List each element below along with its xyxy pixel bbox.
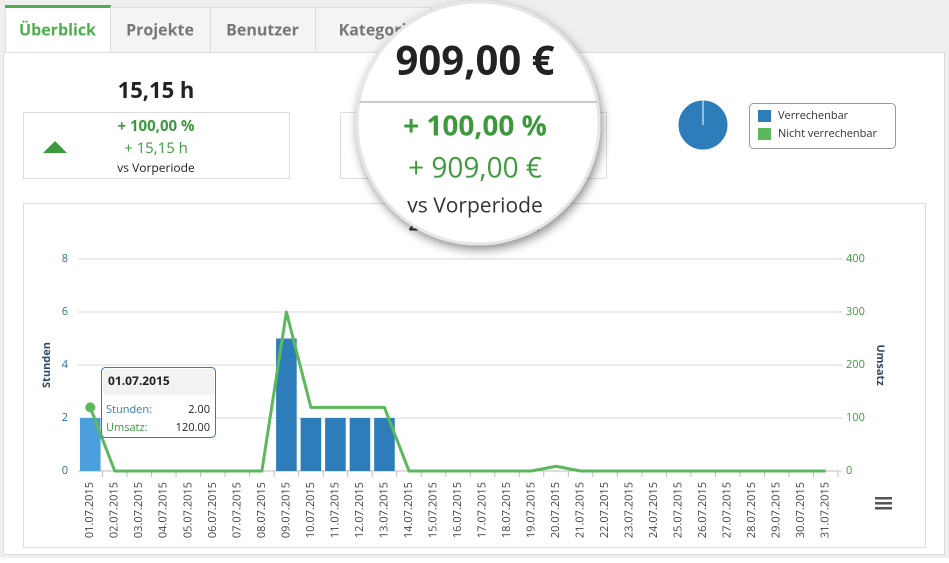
x-tick-label: 21.07.2015 bbox=[573, 482, 588, 538]
x-tick-label: 04.07.2015 bbox=[156, 482, 171, 538]
x-tick-label: 01.07.2015 bbox=[82, 482, 97, 538]
x-tick-label: 26.07.2015 bbox=[695, 482, 710, 538]
tooltip-header bbox=[103, 369, 214, 395]
x-tick-label: 27.07.2015 bbox=[720, 482, 735, 538]
tooltip-label: Stunden: bbox=[106, 402, 152, 417]
bar[interactable] bbox=[374, 418, 395, 471]
x-tick-label: 24.07.2015 bbox=[646, 482, 661, 538]
x-tick-label: 30.07.2015 bbox=[793, 482, 808, 538]
legend-label: Nicht verrechenbar bbox=[778, 126, 877, 141]
summary-change-abs: + 15,15 h bbox=[124, 138, 188, 158]
menu-bar bbox=[875, 507, 892, 510]
magnifier-compare: vs Vorperiode bbox=[407, 192, 543, 220]
tooltip-label: Umsatz: bbox=[106, 420, 148, 435]
y2-tick-label: 100 bbox=[846, 410, 865, 425]
bar[interactable] bbox=[276, 338, 297, 472]
summary-compare: vs Vorperiode bbox=[117, 159, 195, 176]
y-tick-label: 4 bbox=[62, 357, 69, 372]
x-tick-label: 12.07.2015 bbox=[352, 482, 367, 538]
summary-card: 15,15 h + 100,00 % + 15,15 h vs Vorperio… bbox=[23, 75, 290, 179]
x-tick-label: 05.07.2015 bbox=[180, 482, 195, 538]
x-tick-label: 29.07.2015 bbox=[769, 482, 784, 538]
tooltip: 01.07.2015 Stunden: 2.00 Umsatz: 120.00 bbox=[101, 367, 216, 438]
combo-chart: Zeit und Umsatz02468010020030040001.07.2… bbox=[39, 213, 888, 538]
legend-swatch bbox=[758, 128, 771, 140]
tab-label[interactable]: Projekte bbox=[126, 18, 194, 40]
y-tick-label: 2 bbox=[62, 410, 68, 425]
tab-bar: Überblick Projekte Benutzer Kategori bbox=[5, 5, 431, 53]
bar[interactable] bbox=[349, 418, 371, 471]
hover-marker bbox=[85, 402, 96, 413]
magnifier-lens bbox=[355, 0, 601, 246]
x-tick-label: 06.07.2015 bbox=[205, 482, 220, 538]
x-tick-label: 18.07.2015 bbox=[499, 482, 514, 538]
tooltip-title: 01.07.2015 bbox=[108, 372, 170, 389]
y2-tick-label: 0 bbox=[846, 463, 852, 478]
menu-icon[interactable] bbox=[875, 497, 892, 510]
bar[interactable] bbox=[325, 418, 346, 471]
legend-swatch bbox=[758, 110, 771, 122]
x-tick-label: 11.07.2015 bbox=[327, 482, 342, 538]
magnifier-change-pct: + 100,00 % bbox=[403, 106, 547, 144]
x-tick-label: 17.07.2015 bbox=[474, 482, 489, 538]
magnifier-change-abs: + 909,00 € bbox=[408, 148, 542, 186]
magnifier-total: 909,00 € bbox=[395, 32, 554, 87]
tab-indicator bbox=[5, 5, 111, 8]
x-tick-label: 19.07.2015 bbox=[523, 482, 538, 538]
y2-tick-label: 200 bbox=[846, 357, 865, 372]
summary-box bbox=[23, 112, 290, 179]
y2-tick-label: 400 bbox=[846, 251, 865, 266]
menu-bar bbox=[875, 497, 892, 500]
x-tick-label: 16.07.2015 bbox=[450, 482, 465, 538]
x-tick-label: 13.07.2015 bbox=[376, 482, 391, 538]
axis-title: Umsatz bbox=[873, 344, 888, 386]
x-tick-label: 23.07.2015 bbox=[622, 482, 637, 538]
x-tick-label: 02.07.2015 bbox=[107, 482, 122, 538]
legend-box bbox=[749, 103, 896, 149]
x-tick-label: 28.07.2015 bbox=[744, 482, 759, 538]
tab[interactable] bbox=[110, 7, 211, 53]
line bbox=[88, 310, 826, 473]
x-tick-label: 07.07.2015 bbox=[229, 482, 244, 538]
y2-tick-label: 300 bbox=[846, 304, 865, 319]
tooltip-value: 120.00 bbox=[176, 420, 210, 435]
tab[interactable] bbox=[210, 7, 316, 53]
x-tick-label: 08.07.2015 bbox=[254, 482, 269, 538]
x-tick-label: 22.07.2015 bbox=[597, 482, 612, 538]
legend-label: Verrechenbar bbox=[778, 108, 849, 123]
x-tick-label: 09.07.2015 bbox=[278, 482, 293, 538]
tab-label[interactable]: Überblick bbox=[19, 18, 96, 40]
summary-change-pct: + 100,00 % bbox=[117, 116, 195, 136]
tab-label[interactable]: Kategori bbox=[339, 18, 407, 40]
magnifier: 909,00 € + 100,00 % + 909,00 € vs Vorper… bbox=[355, 0, 601, 246]
y-tick-label: 8 bbox=[62, 251, 68, 266]
x-tick-label: 31.07.2015 bbox=[818, 482, 833, 538]
x-tick-label: 15.07.2015 bbox=[425, 482, 440, 538]
up-arrow bbox=[43, 141, 67, 153]
menu-bar bbox=[875, 502, 892, 505]
y-tick-label: 0 bbox=[62, 463, 68, 478]
x-tick-label: 03.07.2015 bbox=[131, 482, 146, 538]
x-tick-label: 14.07.2015 bbox=[401, 482, 416, 538]
tab-label[interactable]: Benutzer bbox=[226, 18, 299, 40]
y-tick-label: 6 bbox=[62, 304, 68, 319]
x-tick-label: 20.07.2015 bbox=[548, 482, 563, 538]
pie-chart: Verrechenbar Nicht verrechenbar bbox=[677, 99, 896, 151]
bar[interactable] bbox=[79, 418, 101, 471]
x-tick-label: 10.07.2015 bbox=[303, 482, 318, 538]
tooltip-value: 2.00 bbox=[188, 402, 210, 417]
axis-title: Stunden bbox=[39, 342, 54, 388]
summary-total: 15,15 h bbox=[118, 75, 195, 105]
bar[interactable] bbox=[300, 418, 322, 471]
x-tick-label: 25.07.2015 bbox=[671, 482, 686, 538]
